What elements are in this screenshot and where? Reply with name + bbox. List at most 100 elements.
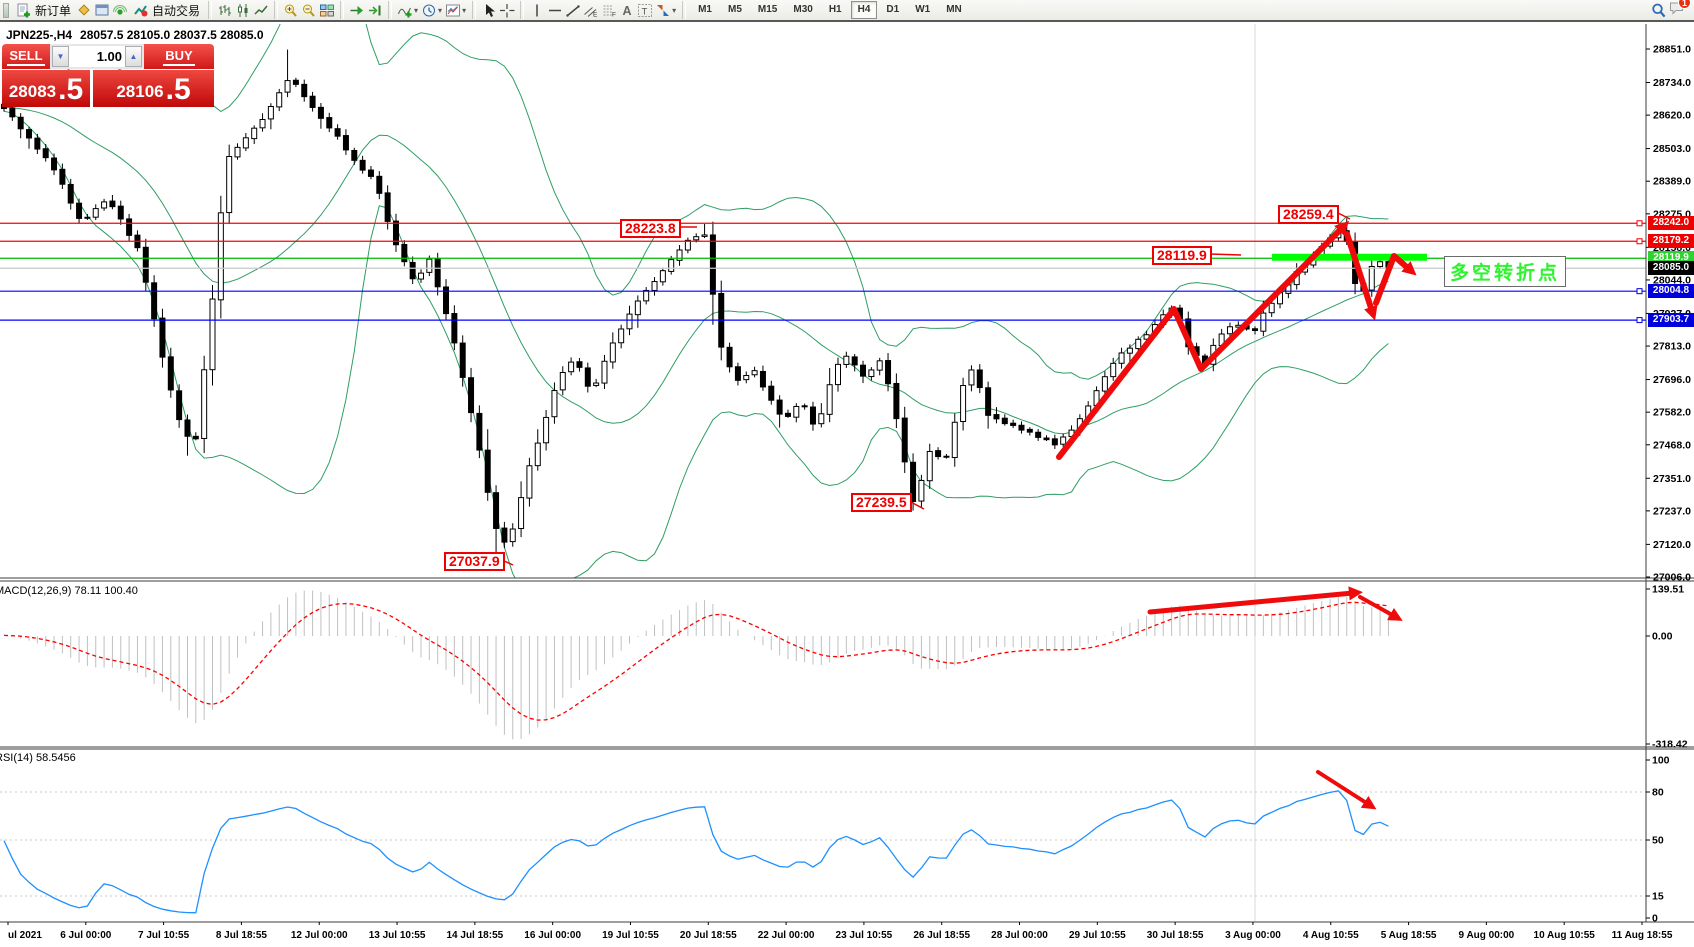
new-order-button[interactable]: 新订单 bbox=[13, 1, 74, 20]
macd-indicator-label: MACD(12,26,9) 78.11 100.40 bbox=[0, 585, 138, 597]
price-tick-label: 27351.0 bbox=[1653, 473, 1691, 485]
buy-button[interactable]: BUY bbox=[144, 44, 214, 69]
lot-size-box: ▼ 1.00 ▲ bbox=[50, 44, 144, 69]
periods-dropdown-arrow[interactable]: ▾ bbox=[438, 5, 443, 15]
lot-size-value[interactable]: 1.00 bbox=[96, 49, 122, 64]
toolbar-separator bbox=[340, 1, 345, 19]
line-end-marker bbox=[1636, 220, 1643, 227]
toolbar-separator bbox=[472, 1, 477, 19]
tile-windows-icon[interactable] bbox=[319, 3, 335, 18]
tab-h4[interactable]: H4 bbox=[850, 1, 878, 19]
autotrade-icon bbox=[133, 3, 149, 18]
price-tick-label: 27813.0 bbox=[1653, 341, 1691, 353]
sell-button[interactable]: SELL bbox=[2, 44, 50, 69]
toolbar-separator bbox=[274, 1, 279, 19]
indicators-dropdown-arrow[interactable]: ▾ bbox=[414, 5, 419, 15]
new-order-label: 新订单 bbox=[35, 3, 72, 18]
sell-price-box[interactable]: 28083.5 bbox=[2, 70, 90, 107]
vertical-line-icon[interactable] bbox=[529, 3, 545, 18]
tab-mn[interactable]: MN bbox=[946, 4, 962, 15]
text-tool-icon[interactable]: A bbox=[619, 3, 635, 18]
sell-label: SELL bbox=[7, 48, 45, 66]
zoom-in-icon[interactable] bbox=[283, 3, 299, 18]
trend-arrow-annotations[interactable] bbox=[501, 212, 1417, 810]
macd-signal-line bbox=[3, 601, 1389, 721]
fibonacci-icon[interactable]: F bbox=[601, 3, 617, 18]
price-tick-label: 27468.0 bbox=[1653, 439, 1691, 451]
buy-label: BUY bbox=[163, 48, 195, 66]
macd-scale-label: -318.42 bbox=[1652, 739, 1688, 751]
price-tick-label: 28389.0 bbox=[1653, 176, 1691, 188]
arrowhead bbox=[1387, 607, 1403, 621]
text-label-icon[interactable]: T bbox=[637, 3, 653, 18]
toolbar: 新订单 自动交易 ▾ ▾ ▾ E F A T ▾ M1 M5 M15 M30 H… bbox=[0, 0, 1694, 22]
candlestick-chart-icon[interactable] bbox=[235, 3, 251, 18]
time-tick-label: 11 Aug 18:55 bbox=[1612, 930, 1673, 941]
data-window-icon[interactable] bbox=[94, 3, 110, 18]
macd-scale-label: 0.00 bbox=[1652, 631, 1673, 643]
time-axis[interactable]: ul 2021 6 Jul 00:00 7 Jul 10:55 8 Jul 18:55… bbox=[7, 922, 1673, 941]
tab-m1[interactable]: M1 bbox=[698, 4, 712, 15]
equidistant-channel-icon[interactable]: E bbox=[583, 3, 599, 18]
macd-pane[interactable] bbox=[3, 583, 1389, 746]
sell-price-fraction: .5 bbox=[58, 73, 84, 106]
pane-frame bbox=[0, 24, 1694, 923]
templates-icon[interactable] bbox=[445, 3, 461, 18]
chat-button[interactable]: 1 bbox=[1669, 0, 1691, 20]
price-tick-label: 28851.0 bbox=[1653, 44, 1691, 56]
bar-chart-icon[interactable] bbox=[217, 3, 233, 18]
periods-icon[interactable] bbox=[421, 3, 437, 18]
signals-icon[interactable] bbox=[112, 3, 128, 18]
arrows-tool-icon[interactable] bbox=[655, 3, 671, 18]
time-tick-label: 6 Jul 00:00 bbox=[60, 930, 112, 941]
chart-shift-icon[interactable] bbox=[367, 3, 383, 18]
price-annotation-label[interactable]: 27037.9 bbox=[444, 552, 505, 571]
tab-m5[interactable]: M5 bbox=[728, 4, 742, 15]
templates-dropdown-arrow[interactable]: ▾ bbox=[462, 5, 467, 15]
time-tick-label: 3 Aug 00:00 bbox=[1225, 930, 1281, 941]
candlestick-series[interactable] bbox=[1, 49, 1392, 568]
zoom-out-icon[interactable] bbox=[301, 3, 317, 18]
lot-decrease-button[interactable]: ▼ bbox=[52, 46, 69, 67]
line-chart-icon[interactable] bbox=[253, 3, 269, 18]
buy-price-box[interactable]: 28106.5 bbox=[93, 70, 214, 107]
horizontal-line-icon[interactable] bbox=[547, 3, 563, 18]
tab-d1[interactable]: D1 bbox=[886, 4, 900, 15]
green-zone-bar[interactable] bbox=[1272, 253, 1427, 261]
toolbar-separator bbox=[208, 1, 213, 19]
auto-scroll-icon[interactable] bbox=[349, 3, 365, 18]
main-price-pane[interactable] bbox=[0, 0, 1646, 597]
arrows-dropdown-arrow[interactable]: ▾ bbox=[672, 5, 677, 15]
lot-increase-button[interactable]: ▲ bbox=[125, 46, 142, 67]
price-tick-label: 27120.0 bbox=[1653, 539, 1691, 551]
price-annotation-label[interactable]: 28119.9 bbox=[1152, 246, 1212, 265]
price-annotation-label[interactable]: 28259.4 bbox=[1278, 205, 1339, 224]
turning-point-annotation[interactable]: 多空转折点 bbox=[1444, 256, 1567, 287]
cursor-icon[interactable] bbox=[481, 3, 497, 18]
buy-price-fraction: .5 bbox=[165, 73, 191, 106]
autotrade-button[interactable]: 自动交易 bbox=[130, 1, 203, 20]
time-tick-label: 22 Jul 00:00 bbox=[758, 930, 815, 941]
tab-m15[interactable]: M15 bbox=[757, 4, 778, 15]
notification-badge: 1 bbox=[1678, 0, 1691, 9]
rsi-scale-label: 80 bbox=[1652, 787, 1664, 799]
trend-arrow bbox=[1358, 595, 1396, 618]
toolbar-separator bbox=[520, 1, 525, 19]
price-annotation-label[interactable]: 27239.5 bbox=[851, 493, 912, 512]
indicators-icon[interactable] bbox=[397, 3, 413, 18]
price-annotation-label[interactable]: 28223.8 bbox=[620, 219, 681, 238]
tab-h1[interactable]: H1 bbox=[828, 4, 842, 15]
market-watch-icon[interactable] bbox=[76, 3, 92, 18]
trendline-icon[interactable] bbox=[565, 3, 581, 18]
time-tick-label: 23 Jul 10:55 bbox=[836, 930, 893, 941]
search-icon[interactable] bbox=[1651, 3, 1667, 18]
time-tick-label: ul 2021 bbox=[8, 930, 42, 941]
tab-m30[interactable]: M30 bbox=[793, 4, 813, 15]
rsi-pane[interactable] bbox=[0, 750, 1646, 921]
price-tag-28242.0: 28242.0 bbox=[1648, 216, 1694, 231]
tab-w1[interactable]: W1 bbox=[915, 4, 931, 15]
crosshair-icon[interactable] bbox=[499, 3, 515, 18]
arrowhead bbox=[1401, 261, 1417, 276]
